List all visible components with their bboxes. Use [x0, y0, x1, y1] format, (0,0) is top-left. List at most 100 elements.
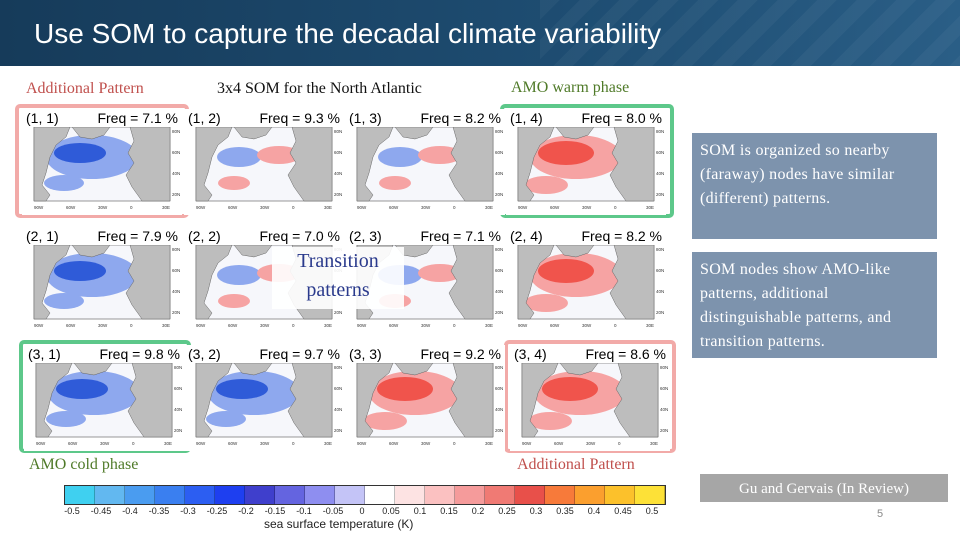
- europe-africa-land: [125, 245, 171, 320]
- sst-anomaly: [54, 143, 106, 163]
- colorbar-tick-label: -0.15: [264, 506, 286, 516]
- colorbar-tick-label: -0.25: [206, 506, 228, 516]
- europe-africa-land: [287, 127, 333, 202]
- sst-map: 80N 60N 40N 20N 90W 60W 30W 0 30E: [356, 363, 503, 446]
- greenland-land: [71, 245, 111, 258]
- som-node-id: (3, 3): [349, 346, 382, 362]
- lat-tick-label: 20N: [334, 428, 342, 433]
- som-node-id: (1, 2): [188, 110, 221, 126]
- sst-anomaly: [524, 294, 568, 312]
- europe-africa-land: [609, 127, 655, 202]
- lon-tick-label: 90W: [518, 205, 528, 210]
- lon-tick-label: 90W: [196, 441, 206, 446]
- colorbar-tick-label: -0.05: [322, 506, 344, 516]
- transition-patterns-label: Transition patterns: [272, 247, 404, 309]
- lon-tick-label: 30E: [485, 441, 493, 446]
- lon-tick-label: 90W: [196, 205, 206, 210]
- colorbar-swatch: [575, 486, 605, 504]
- lat-tick-label: 60N: [174, 386, 182, 391]
- lat-tick-label: 20N: [495, 428, 503, 433]
- lat-tick-label: 80N: [656, 247, 664, 252]
- lat-tick-label: 20N: [656, 310, 664, 315]
- som-node-id: (1, 1): [26, 110, 59, 126]
- lat-tick-label: 40N: [172, 289, 180, 294]
- colorbar-tick-label: 0.2: [471, 506, 485, 516]
- som-panel: (1, 4) Freq = 8.0 % 80N 60N 40N 20N 90W 60W 30W…: [506, 109, 666, 215]
- lon-tick-label: 0: [614, 205, 617, 210]
- greenland-land: [555, 245, 595, 258]
- lon-tick-label: 30E: [324, 323, 332, 328]
- europe-africa-land: [448, 363, 494, 438]
- colorbar-tick-label: -0.2: [238, 506, 254, 516]
- lat-tick-label: 80N: [334, 129, 342, 134]
- lon-tick-label: 0: [292, 323, 295, 328]
- greenland-land: [394, 363, 434, 376]
- lon-tick-label: 60W: [389, 441, 399, 446]
- sst-anomaly: [378, 147, 422, 167]
- lon-tick-label: 0: [292, 205, 295, 210]
- lon-tick-label: 30E: [646, 323, 654, 328]
- colorbar-swatch: [485, 486, 515, 504]
- lat-tick-label: 20N: [660, 428, 668, 433]
- som-panel: (3, 1) Freq = 9.8 % 80N 60N 40N 20N 90W 60W 30W…: [24, 345, 184, 451]
- lat-tick-label: 80N: [172, 129, 180, 134]
- sst-anomaly: [217, 147, 261, 167]
- lat-tick-label: 40N: [334, 171, 342, 176]
- lon-tick-label: 30W: [421, 323, 431, 328]
- som-node-id: (1, 3): [349, 110, 382, 126]
- lat-tick-label: 60N: [656, 150, 664, 155]
- label-amo-cold: AMO cold phase: [29, 456, 139, 473]
- colorbar-swatch: [635, 486, 665, 504]
- sst-map: 80N 60N 40N 20N 90W 60W 30W 0 30E: [356, 127, 503, 210]
- lat-tick-label: 60N: [660, 386, 668, 391]
- north-america-land: [517, 127, 555, 202]
- lat-tick-label: 80N: [495, 129, 503, 134]
- sst-anomaly: [217, 265, 261, 285]
- som-node-freq: Freq = 7.0 %: [259, 228, 340, 244]
- som-panel: (1, 1) Freq = 7.1 % 80N 60N 40N 20N 90W 60W 30W…: [22, 109, 182, 215]
- som-node-freq: Freq = 9.8 %: [99, 346, 180, 362]
- lon-tick-label: 90W: [357, 441, 367, 446]
- sst-anomaly: [538, 141, 594, 165]
- sst-anomaly: [377, 377, 433, 401]
- lon-tick-label: 30W: [260, 323, 270, 328]
- som-node-freq: Freq = 8.2 %: [581, 228, 662, 244]
- lat-tick-label: 80N: [334, 365, 342, 370]
- lon-tick-label: 0: [453, 205, 456, 210]
- som-panel: (2, 4) Freq = 8.2 % 80N 60N 40N 20N 90W 60W 30W…: [506, 227, 666, 333]
- sst-anomaly: [46, 411, 86, 427]
- colorbar-tick-label: 0.05: [382, 506, 400, 516]
- sst-anomaly: [257, 146, 301, 164]
- lat-tick-label: 80N: [495, 365, 503, 370]
- som-panel: (3, 4) Freq = 8.6 % 80N 60N 40N 20N 90W 60W 30W…: [510, 345, 670, 451]
- lat-tick-label: 40N: [495, 289, 503, 294]
- lat-tick-label: 20N: [172, 310, 180, 315]
- sst-map: 80N 60N 40N 20N 90W 60W 30W 0 30E: [33, 245, 180, 328]
- lon-tick-label: 30W: [582, 323, 592, 328]
- greenland-land: [73, 363, 113, 376]
- sst-anomaly: [538, 259, 594, 283]
- sst-anomaly: [218, 294, 250, 308]
- colorbar-tick-label: -0.35: [148, 506, 170, 516]
- sst-map: 80N 60N 40N 20N 90W 60W 30W 0 30E: [517, 245, 664, 328]
- lon-tick-label: 0: [453, 441, 456, 446]
- lon-tick-label: 0: [130, 205, 133, 210]
- sst-anomaly: [363, 412, 407, 430]
- lon-tick-label: 30W: [582, 205, 592, 210]
- lon-tick-label: 60W: [550, 323, 560, 328]
- lat-tick-label: 60N: [172, 150, 180, 155]
- lon-tick-label: 30W: [586, 441, 596, 446]
- sst-map: 80N 60N 40N 20N 90W 60W 30W 0 30E: [195, 363, 342, 446]
- som-node-freq: Freq = 7.9 %: [97, 228, 178, 244]
- frame-additional-pattern-3-4: [504, 340, 676, 453]
- colorbar-label: sea surface temperature (K): [264, 517, 414, 531]
- north-america-land: [356, 363, 394, 438]
- sst-anomaly: [44, 293, 84, 309]
- lat-tick-label: 20N: [174, 428, 182, 433]
- lat-tick-label: 20N: [495, 192, 503, 197]
- sst-anomaly: [524, 176, 568, 194]
- label-som-grid: 3x4 SOM for the North Atlantic: [217, 80, 422, 97]
- sst-anomaly: [206, 411, 246, 427]
- greenland-land: [394, 127, 434, 140]
- lon-tick-label: 30E: [164, 441, 172, 446]
